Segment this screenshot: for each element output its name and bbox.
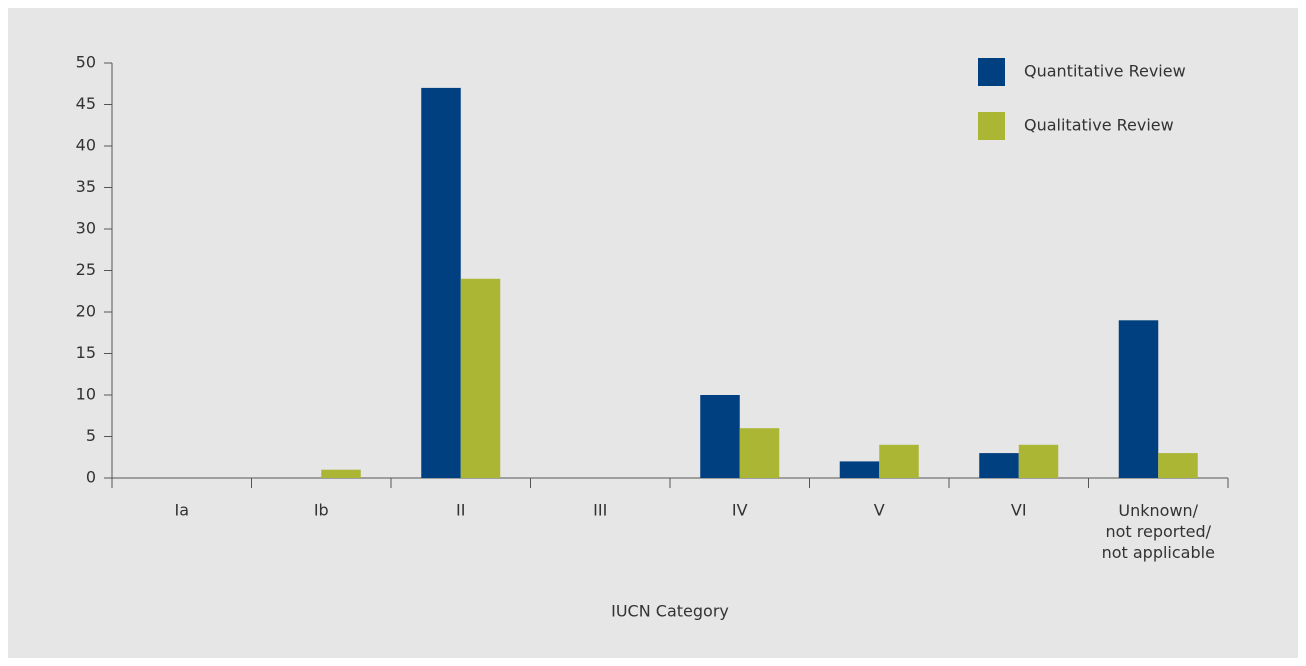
- bar: [321, 469, 361, 478]
- x-tick-label: Unknown/not reported/not applicable: [1102, 501, 1215, 562]
- y-tick-label: 40: [76, 136, 96, 155]
- x-tick-label: VI: [1011, 501, 1027, 520]
- x-tick-label: V: [874, 501, 885, 520]
- x-tick-label: Ib: [314, 501, 329, 520]
- bar: [1158, 453, 1198, 478]
- bar: [421, 87, 461, 479]
- legend-swatch: [978, 58, 1005, 86]
- y-tick-label: 20: [76, 302, 96, 321]
- bar: [739, 428, 780, 478]
- y-tick-label: 50: [76, 53, 96, 72]
- bar: [1118, 320, 1159, 478]
- y-tick-label: 30: [76, 219, 96, 238]
- bar: [979, 453, 1019, 478]
- bar: [460, 278, 501, 478]
- bar: [839, 461, 880, 478]
- y-tick-label: 45: [76, 94, 96, 113]
- legend-swatch: [978, 112, 1005, 140]
- legend-label: Qualitative Review: [1024, 116, 1174, 135]
- bar: [879, 444, 919, 478]
- legend-label: Quantitative Review: [1024, 62, 1186, 81]
- x-tick-label: Ia: [174, 501, 189, 520]
- bar: [1018, 444, 1059, 478]
- y-tick-label: 5: [86, 426, 96, 445]
- x-tick-label: III: [593, 501, 607, 520]
- y-tick-label: 25: [76, 260, 96, 279]
- y-tick-label: 0: [86, 468, 96, 487]
- x-tick-label: IV: [732, 501, 748, 520]
- y-tick-label: 10: [76, 385, 96, 404]
- x-axis-label: IUCN Category: [611, 602, 729, 621]
- bar: [700, 395, 740, 478]
- y-tick-label: 15: [76, 343, 96, 362]
- x-tick-label: II: [456, 501, 465, 520]
- y-tick-label: 35: [76, 177, 96, 196]
- chart-background: [8, 8, 1298, 658]
